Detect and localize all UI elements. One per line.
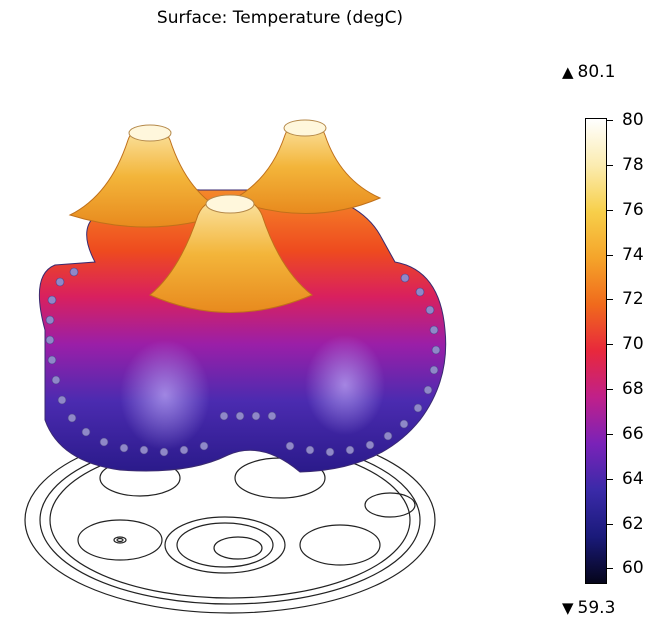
colorbar-tick [607,478,613,480]
min-value-label: ▼ 59.3 [562,598,615,618]
colorbar-tick-label: 80 [622,110,644,131]
colorbar-tick [607,523,613,525]
colorbar-tick-label: 60 [622,558,644,579]
max-value-label: ▲ 80.1 [562,62,615,82]
colorbar-tick [607,254,613,256]
colorbar-tick [607,433,613,435]
colorbar-tick-label: 68 [622,379,644,400]
colorbar-tick-label: 62 [622,513,644,534]
cone-front [149,195,313,313]
min-value-text: 59.3 [577,598,616,618]
colorbar-tick-label: 78 [622,155,644,176]
colorbar-tick [607,568,613,570]
colorbar-tick [607,209,613,211]
rim-dots [45,267,441,457]
colorbar-tick [607,299,613,301]
colorbar-tick [607,389,613,391]
chart-title: Surface: Temperature (degC) [156,8,404,28]
color-legend-bar [585,118,607,584]
colorbar-tick-label: 64 [622,468,644,489]
colorbar-tick-label: 76 [622,199,644,220]
down-triangle-icon: ▼ [562,599,574,617]
colorbar-tick-label: 66 [622,423,644,444]
colorbar-tick [607,120,613,122]
colorbar-tick-label: 74 [622,244,644,265]
colorbar-tick-label: 72 [622,289,644,310]
colorbar-tick [607,344,613,346]
max-value-text: 80.1 [577,62,616,82]
temperature-surface-plot [24,119,447,614]
colorbar-tick-label: 70 [622,334,644,355]
colorbar-tick [607,165,613,167]
up-triangle-icon: ▲ [562,63,574,81]
